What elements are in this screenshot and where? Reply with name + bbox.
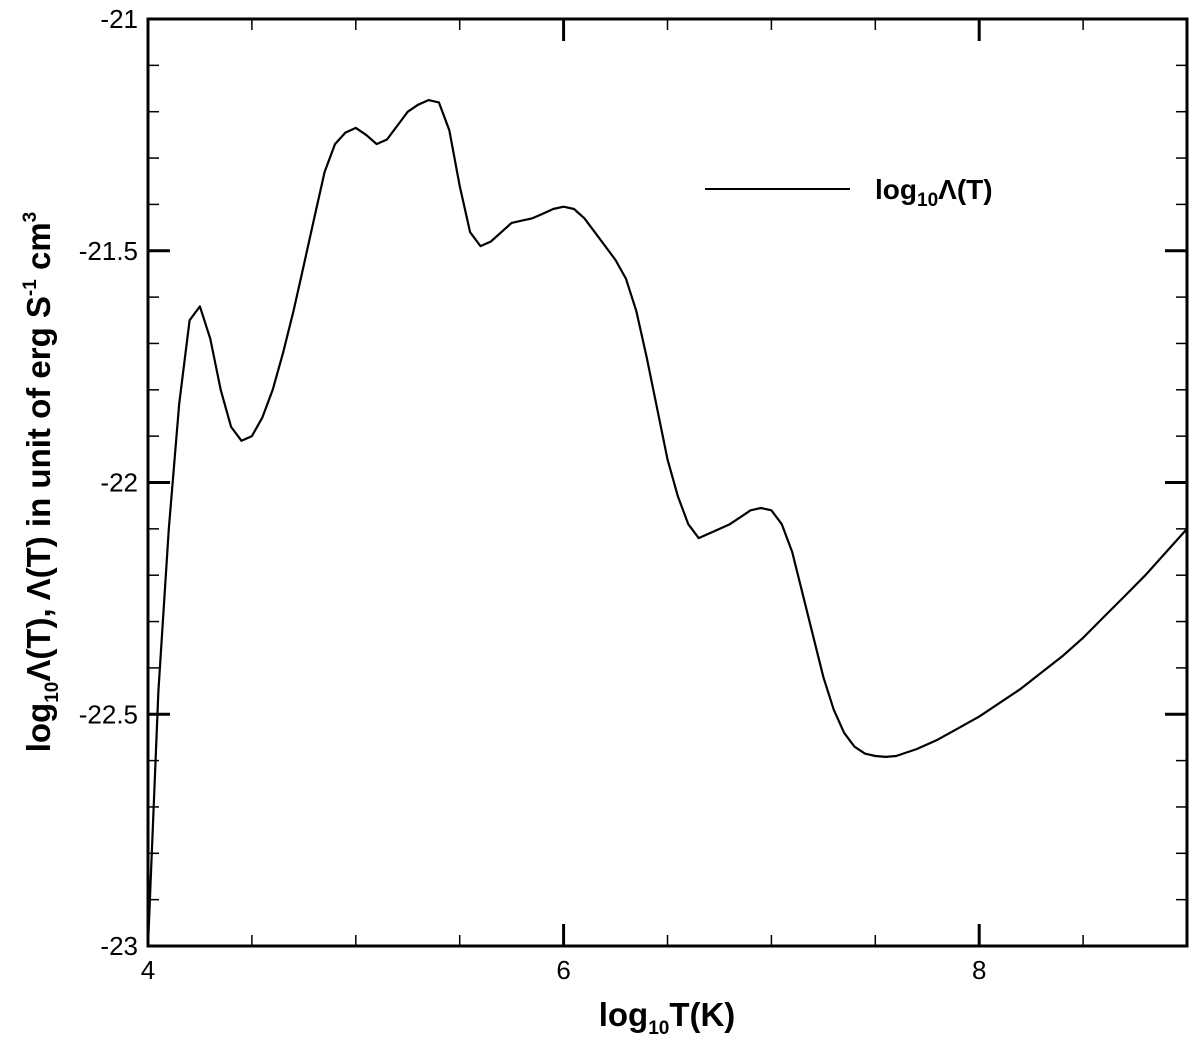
- plot-frame: [146, 17, 1189, 948]
- legend-label: log10Λ(T): [875, 174, 993, 211]
- tick-labels: 4 6 8 -23 -22.5 -22 -21.5 -21: [79, 4, 987, 985]
- y-tick-label: -21.5: [79, 236, 138, 266]
- axis-ticks: [146, 17, 1187, 948]
- x-axis-title-post: T(K): [669, 996, 735, 1033]
- x-axis-title: log10T(K): [599, 996, 736, 1039]
- y-axis-title-mid2: cm: [20, 222, 57, 279]
- y-axis-title-mid: Λ(T), Λ(T) in unit of erg S: [20, 296, 57, 682]
- x-tick-label: 4: [141, 955, 155, 985]
- y-axis-title-sub: 10: [42, 682, 63, 703]
- y-axis-title: log10Λ(T), Λ(T) in unit of erg S-1 cm3: [20, 212, 63, 753]
- x-axis-title-pre: log: [599, 996, 648, 1033]
- y-tick-label: -22.5: [79, 699, 138, 729]
- legend-label-pre: log: [875, 174, 917, 205]
- legend-label-post: Λ(T): [938, 174, 992, 205]
- x-tick-label: 6: [556, 955, 570, 985]
- legend: log10Λ(T): [705, 174, 993, 211]
- legend-label-sub: 10: [917, 190, 938, 211]
- y-tick-label: -23: [100, 931, 138, 961]
- y-tick-label: -21: [100, 4, 138, 34]
- y-axis-title-sup2: 3: [20, 212, 41, 223]
- y-tick-label: -22: [100, 468, 138, 498]
- x-axis-title-sub: 10: [648, 1018, 669, 1039]
- y-axis-title-sup1: -1: [20, 279, 41, 296]
- series-line: [146, 99, 1188, 947]
- y-axis-title-pre: log: [20, 703, 57, 752]
- x-tick-label: 8: [972, 955, 986, 985]
